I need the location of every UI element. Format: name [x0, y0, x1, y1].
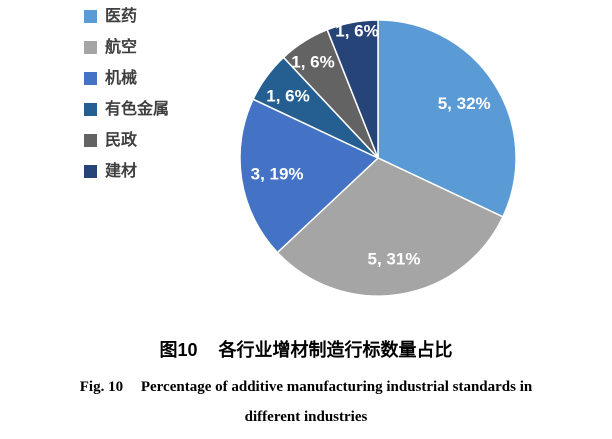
legend-item-2: 航空	[84, 39, 169, 56]
pie-data-label-6: 1, 6%	[335, 22, 378, 41]
pie-slice-3	[239, 98, 379, 254]
legend-label: 有色金属	[105, 101, 170, 118]
legend-label: 机械	[105, 70, 138, 87]
pie-data-label-5: 1, 6%	[291, 53, 334, 72]
legend-label: 民政	[105, 132, 138, 149]
legend-swatch-icon	[84, 41, 97, 54]
pie-chart: 5, 32%5, 31%3, 19%1, 6%1, 6%1, 6%	[239, 19, 517, 297]
pie-slice-2	[276, 157, 504, 297]
legend-swatch-icon	[84, 134, 97, 147]
legend-label: 建材	[105, 163, 138, 180]
legend-label: 航空	[105, 39, 138, 56]
legend-item-6: 建材	[84, 163, 169, 180]
pie-data-label-1: 5, 32%	[438, 94, 491, 113]
legend-label: 医药	[105, 8, 138, 25]
caption-english: Fig. 10 Percentage of additive manufactu…	[0, 372, 612, 432]
chart-legend: 医药航空机械有色金属民政建材	[84, 8, 169, 194]
caption-zh-fig-label: 图10	[159, 340, 198, 360]
caption-en-fig-label: Fig. 10	[79, 379, 124, 395]
pie-slice-6	[326, 19, 379, 159]
pie-chart-area: 5, 32% 5, 31% 3, 19% 1, 6% 1, 6% 1, 6% 医药 航空 机械…	[84, 8, 517, 297]
caption-en-line1: Fig. 10 Percentage of additive manufactu…	[0, 372, 612, 402]
pie-data-label-4: 1, 6%	[266, 87, 309, 106]
pie-data-label-3: 3, 19%	[251, 165, 304, 184]
pie-data-label-2: 5, 31%	[368, 249, 421, 268]
legend-item-5: 民政	[84, 132, 169, 149]
legend-swatch-icon	[84, 103, 97, 116]
legend-swatch-icon	[84, 72, 97, 85]
legend-item-3: 机械	[84, 70, 169, 87]
legend-item-1: 医药	[84, 8, 169, 25]
caption-en-text-line2: different industries	[244, 409, 368, 425]
legend-swatch-icon	[84, 165, 97, 178]
pie-slice-1	[377, 19, 517, 218]
legend-swatch-icon	[84, 10, 97, 23]
legend-item-4: 有色金属	[84, 101, 169, 118]
caption-chinese: 图10 各行业增材制造行标数量占比	[0, 336, 612, 362]
caption-zh-text: 各行业增材制造行标数量占比	[218, 340, 453, 360]
caption-en-text-line1: Percentage of additive manufacturing ind…	[140, 379, 533, 395]
